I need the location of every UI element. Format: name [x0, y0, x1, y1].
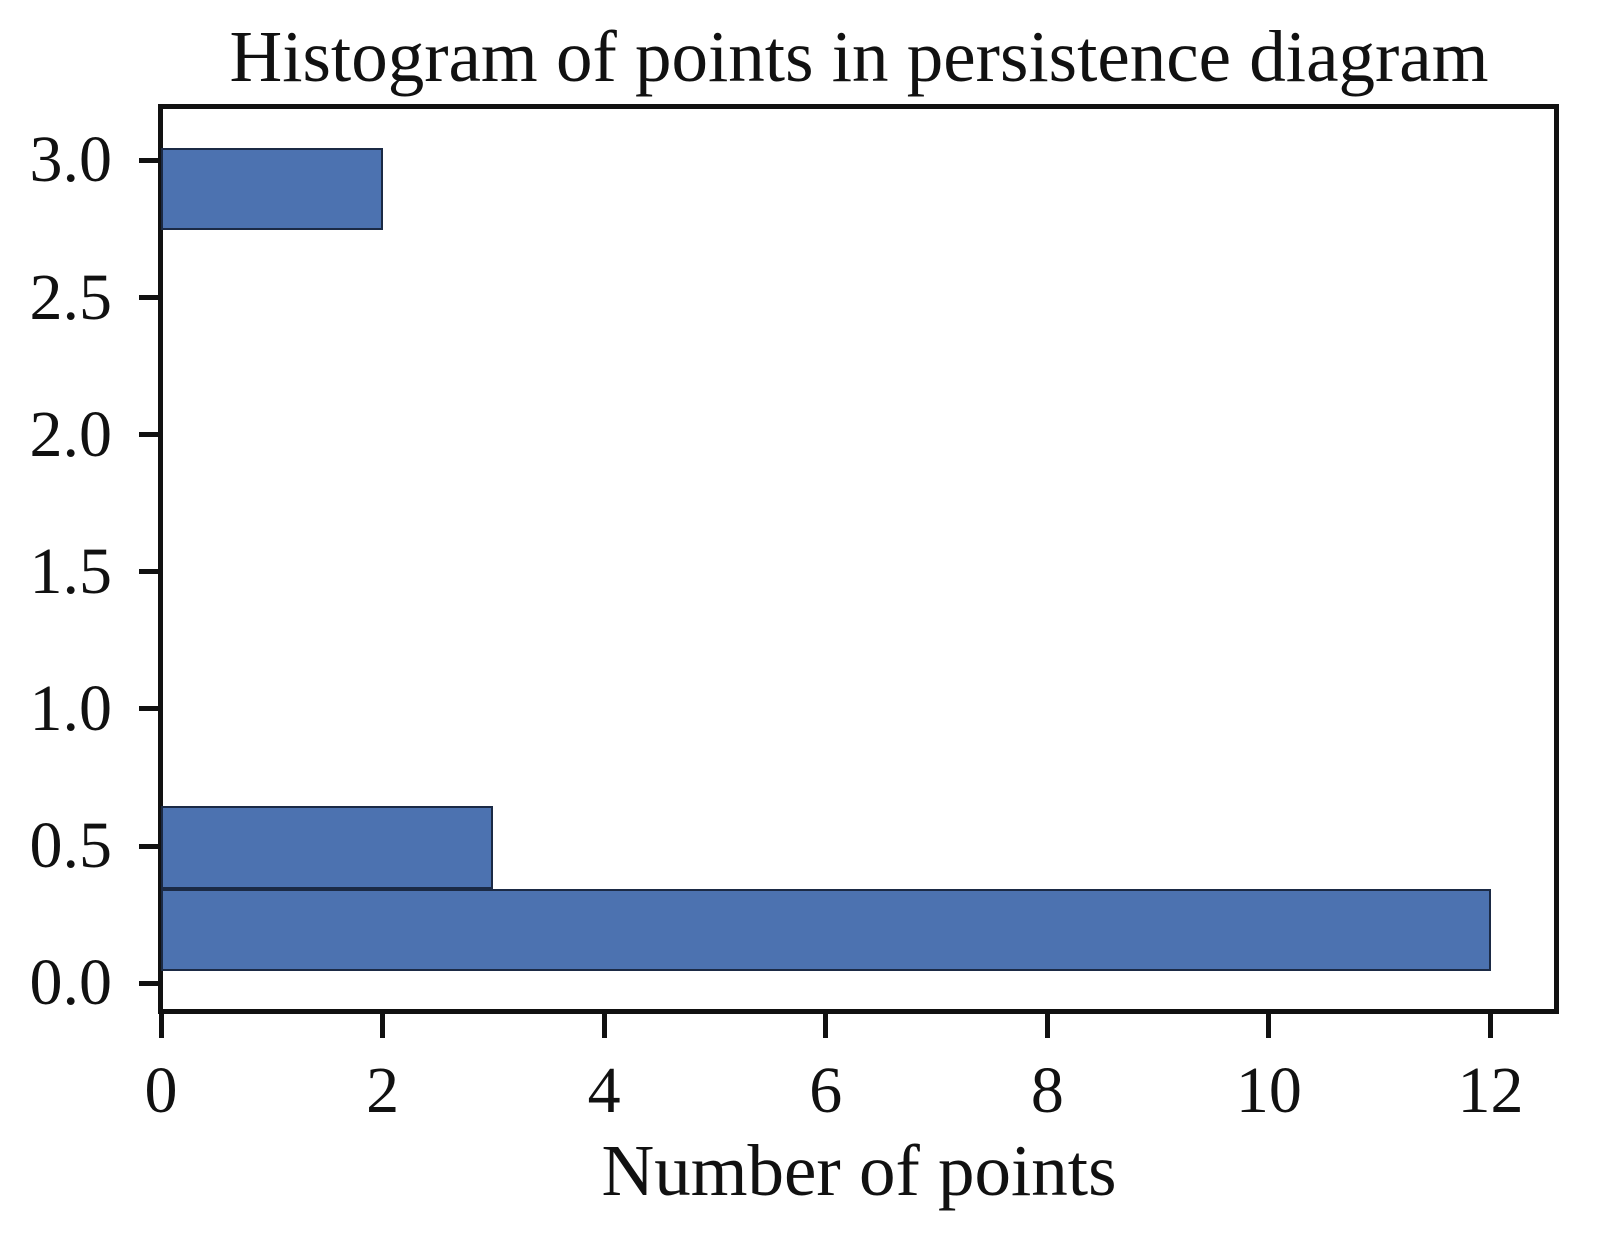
- x-axis-label: Number of points: [601, 1130, 1117, 1211]
- x-tick: [1044, 1012, 1050, 1038]
- histogram-bar: [161, 888, 1491, 971]
- y-tick-label: 0.0: [29, 946, 113, 1020]
- y-tick-label: 1.0: [29, 671, 113, 745]
- y-tick-label: 2.5: [29, 260, 113, 334]
- y-tick: [139, 432, 161, 438]
- histogram-bar: [161, 806, 494, 889]
- x-tick-label: 0: [144, 1054, 178, 1127]
- y-tick: [139, 980, 161, 986]
- x-tick: [158, 1012, 164, 1038]
- y-tick: [139, 706, 161, 712]
- x-tick-label: 8: [1030, 1054, 1064, 1127]
- chart-title: Histogram of points in persistence diagr…: [229, 16, 1489, 97]
- y-tick: [139, 569, 161, 575]
- y-tick-label: 2.0: [29, 397, 113, 471]
- x-tick: [1266, 1012, 1272, 1038]
- x-tick-label: 4: [587, 1054, 621, 1127]
- x-tick-label: 2: [366, 1054, 400, 1127]
- histogram-bar: [161, 148, 383, 231]
- x-tick-label: 12: [1457, 1054, 1524, 1127]
- y-tick-label: 3.0: [29, 123, 113, 197]
- y-tick: [139, 843, 161, 849]
- x-tick: [380, 1012, 386, 1038]
- y-tick-label: 1.5: [29, 534, 113, 608]
- x-tick: [601, 1012, 607, 1038]
- x-tick-label: 6: [809, 1054, 843, 1127]
- y-tick-label: 0.5: [29, 809, 113, 883]
- y-tick: [139, 157, 161, 163]
- y-tick: [139, 295, 161, 301]
- x-tick-label: 10: [1235, 1054, 1302, 1127]
- x-tick: [823, 1012, 829, 1038]
- x-tick: [1488, 1012, 1494, 1038]
